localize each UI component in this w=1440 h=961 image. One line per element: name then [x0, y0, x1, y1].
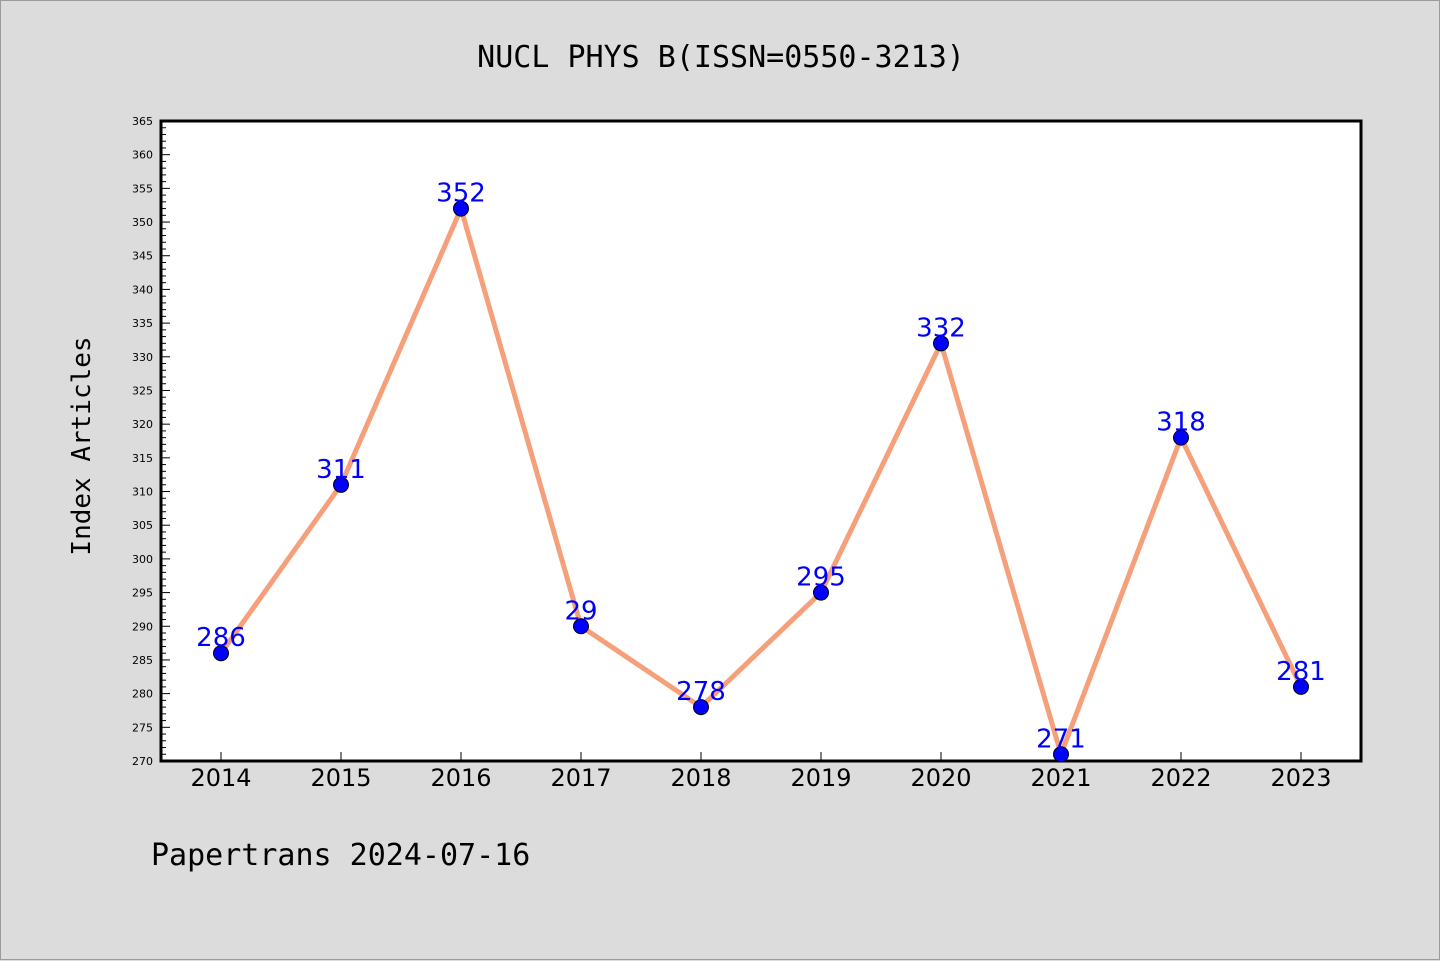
data-label: 295	[796, 563, 846, 593]
y-axis-ticks: 270 275 280 285 290 295 300 305 310 315 320 325 330 3…	[132, 115, 170, 768]
x-tick-label: 2015	[310, 764, 371, 792]
data-point	[693, 699, 709, 716]
y-tick-label: 335	[132, 317, 153, 330]
y-tick-label: 350	[132, 216, 153, 229]
y-tick-label: 320	[132, 418, 153, 431]
data-point	[1173, 429, 1189, 446]
y-tick-label: 300	[132, 553, 153, 566]
data-label: 278	[676, 677, 726, 707]
data-label: 332	[916, 313, 966, 343]
y-tick-label: 325	[132, 384, 153, 397]
y-tick-label: 355	[132, 182, 153, 195]
y-tick-label: 315	[132, 452, 153, 465]
y-tick-label: 360	[132, 149, 153, 162]
data-labels: 286 311 352 29 278 295 332 271 318 281	[196, 179, 1326, 755]
x-tick-label: 2018	[670, 764, 731, 792]
data-point	[453, 200, 469, 217]
data-label: 271	[1036, 724, 1086, 754]
data-label: 281	[1276, 657, 1326, 687]
data-point	[933, 335, 949, 352]
x-tick-label: 2017	[550, 764, 611, 792]
data-markers	[213, 200, 1309, 763]
footer-credit: Papertrans 2024-07-16	[151, 838, 530, 873]
data-point	[213, 645, 229, 662]
y-tick-label: 310	[132, 486, 153, 499]
x-tick-label: 2022	[1150, 764, 1211, 792]
y-tick-label: 275	[132, 721, 153, 734]
y-tick-label: 270	[132, 755, 153, 768]
data-label: 286	[196, 623, 246, 653]
y-tick-label: 290	[132, 620, 153, 633]
data-point	[1293, 678, 1309, 695]
y-tick-label: 330	[132, 351, 153, 364]
y-tick-label: 285	[132, 654, 153, 667]
x-tick-label: 2019	[790, 764, 851, 792]
series-line-group	[218, 206, 1304, 757]
data-label: 352	[436, 179, 486, 209]
x-tick-label: 2023	[1270, 764, 1331, 792]
y-tick-label: 365	[132, 115, 153, 128]
data-point	[1053, 746, 1069, 763]
y-tick-label: 305	[132, 519, 153, 532]
chart-title: NUCL PHYS B(ISSN=0550-3213)	[477, 40, 965, 75]
y-tick-label: 340	[132, 283, 153, 296]
data-point	[333, 476, 349, 493]
series-line	[218, 206, 1304, 757]
data-point	[573, 618, 589, 635]
y-tick-label: 295	[132, 587, 153, 600]
data-label: 318	[1156, 408, 1206, 438]
y-tick-label: 280	[132, 688, 153, 701]
x-axis-ticks: 2014 2015 2016 2017 2018 2019 2020 2021 2022 2023	[190, 752, 1332, 792]
data-point	[813, 584, 829, 601]
y-tick-label: 345	[132, 250, 153, 263]
x-tick-label: 2021	[1030, 764, 1091, 792]
x-tick-label: 2014	[190, 764, 251, 792]
x-tick-label: 2020	[910, 764, 971, 792]
data-label: 29	[564, 596, 597, 626]
y-axis-label: Index Articles	[67, 336, 97, 555]
data-label: 311	[316, 455, 366, 485]
x-tick-label: 2016	[430, 764, 491, 792]
